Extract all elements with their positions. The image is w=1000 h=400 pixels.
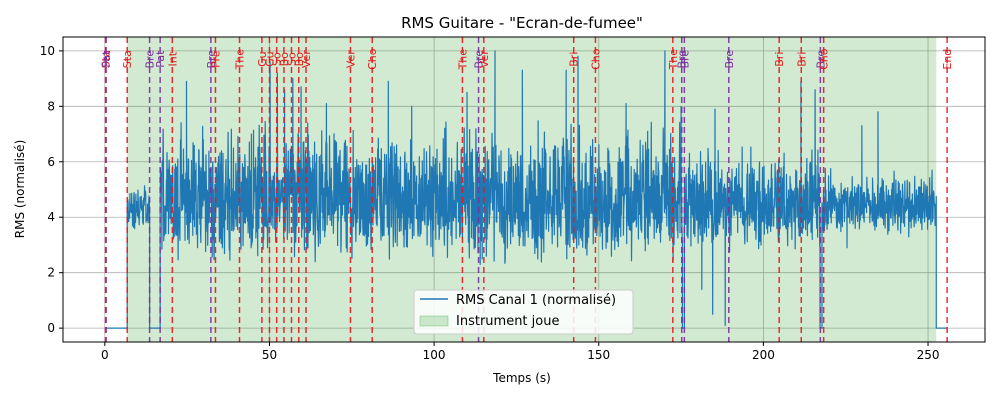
marker-label: Cho xyxy=(818,48,831,70)
marker-label: Bre xyxy=(723,50,736,69)
marker-label: Bre xyxy=(814,50,827,69)
y-tick-label: 10 xyxy=(40,44,55,58)
marker-label: Pat xyxy=(154,50,167,68)
x-tick-label: 200 xyxy=(752,348,775,362)
marker-label: Bre xyxy=(676,50,689,69)
y-tick-label: 4 xyxy=(47,210,55,224)
plot-frame xyxy=(62,36,986,343)
marker-label: Bo xyxy=(293,52,306,67)
chart-title: RMS Guitare - "Ecran-de-fumee" xyxy=(401,14,643,32)
marker-label: Pre xyxy=(209,50,222,68)
marker-label: Bre xyxy=(144,50,157,69)
marker-label: Bo xyxy=(278,52,291,67)
legend-label-rms: RMS Canal 1 (normalisé) xyxy=(456,293,616,308)
marker-label: The xyxy=(233,49,246,71)
y-tick-label: 8 xyxy=(47,99,55,113)
legend-box xyxy=(413,289,634,335)
marker-label: Bri xyxy=(795,52,808,67)
legend-label-band: Instrument joue xyxy=(456,314,559,329)
marker-label: Sta xyxy=(121,50,134,68)
marker-label: Gu xyxy=(263,51,276,67)
x-tick-label: 0 xyxy=(101,348,109,362)
axes: 0 50 100 150 200 250 0 2 4 6 8 10 xyxy=(40,36,986,362)
marker-label: Bri xyxy=(568,52,581,67)
marker-label: Ver xyxy=(300,50,313,68)
marker-label: Ver xyxy=(344,50,357,68)
marker-label: Bri xyxy=(773,52,786,67)
marker-label: Cho xyxy=(366,48,379,70)
legend-band-swatch xyxy=(419,315,449,327)
marker-label: Bre xyxy=(678,50,691,69)
marker-label: Int xyxy=(166,51,179,66)
x-axis-title: Temps (s) xyxy=(492,371,551,385)
marker-label: Ver xyxy=(478,50,491,68)
y-tick-label: 2 xyxy=(47,266,55,280)
marker-label: Bre xyxy=(205,50,218,69)
marker-label: Gu xyxy=(256,51,269,67)
y-tick-label: 6 xyxy=(47,155,55,169)
legend: RMS Canal 1 (normalisé) Instrument joue xyxy=(413,289,634,335)
x-tick-label: 50 xyxy=(262,348,277,362)
marker-label: Pat xyxy=(100,50,113,68)
x-tick-label: 250 xyxy=(917,348,940,362)
marker-label: So xyxy=(271,52,284,66)
marker-label: The xyxy=(667,49,680,71)
x-tick-label: 100 xyxy=(423,348,446,362)
marker-label: The xyxy=(456,49,469,71)
y-tick-label: 0 xyxy=(47,321,55,335)
y-axis-title: RMS (normalisé) xyxy=(13,140,27,239)
x-tick-label: 150 xyxy=(587,348,610,362)
marker-label: So xyxy=(286,52,299,66)
marker-label: Bre xyxy=(473,50,486,69)
marker-label: Cho xyxy=(589,48,602,70)
marker-label: End xyxy=(941,49,954,70)
